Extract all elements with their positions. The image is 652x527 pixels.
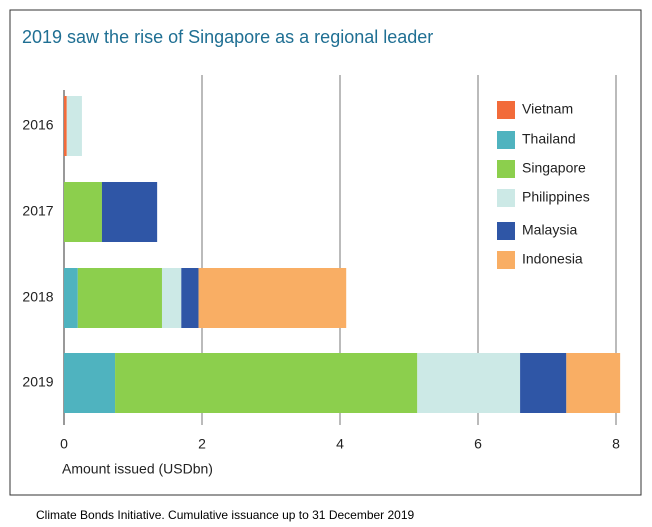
x-tick-label: 4 — [336, 436, 344, 452]
x-tick-label: 8 — [612, 436, 620, 452]
bar-segment — [198, 268, 347, 328]
legend-label: Vietnam — [522, 101, 573, 117]
bar-segment — [64, 182, 102, 242]
bar-segment — [181, 268, 199, 328]
y-tick-label: 2018 — [22, 289, 53, 305]
x-tick-label: 2 — [198, 436, 206, 452]
bar-segment — [64, 268, 78, 328]
bar-segment — [77, 268, 162, 328]
legend-label: Philippines — [522, 189, 590, 205]
bar-segment — [161, 268, 182, 328]
bar-segment — [66, 96, 82, 156]
legend-swatch — [497, 101, 515, 119]
bar-segment — [115, 353, 418, 413]
y-tick-label: 2016 — [22, 117, 53, 133]
bar-segment — [64, 353, 116, 413]
legend-label: Singapore — [522, 160, 586, 176]
legend-swatch — [497, 222, 515, 240]
legend-label: Thailand — [522, 131, 576, 147]
x-axis-label: Amount issued (USDbn) — [62, 461, 213, 477]
legend-swatch — [497, 131, 515, 149]
legend-swatch — [497, 189, 515, 207]
y-tick-label: 2017 — [22, 203, 53, 219]
source-note: Climate Bonds Initiative. Cumulative iss… — [36, 508, 415, 522]
bar-segment — [566, 353, 621, 413]
bar-segment — [101, 182, 158, 242]
legend-swatch — [497, 251, 515, 269]
x-tick-label: 0 — [60, 436, 68, 452]
bar-segment — [520, 353, 567, 413]
bar-segment — [417, 353, 521, 413]
legend-label: Indonesia — [522, 251, 583, 267]
legend-swatch — [497, 160, 515, 178]
bar-segment — [64, 96, 67, 156]
y-tick-label: 2019 — [22, 374, 53, 390]
legend-label: Malaysia — [522, 222, 577, 238]
x-tick-label: 6 — [474, 436, 482, 452]
frame — [9, 9, 642, 496]
chart-title: 2019 saw the rise of Singapore as a regi… — [22, 27, 433, 47]
